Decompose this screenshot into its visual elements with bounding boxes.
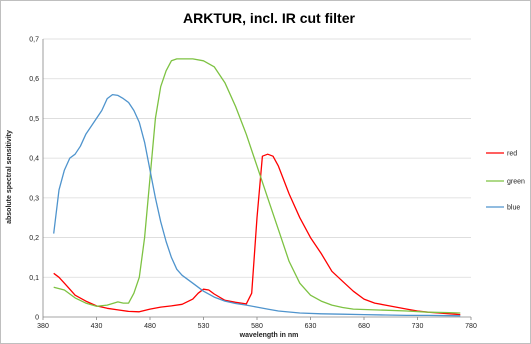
x-tick-label: 430 bbox=[91, 323, 103, 330]
legend-label-green: green bbox=[507, 179, 525, 186]
series-line-red bbox=[53, 153, 461, 316]
x-tick-label: 380 bbox=[37, 323, 49, 330]
y-tick-label: 0,3 bbox=[29, 195, 39, 202]
y-tick-label: 0,5 bbox=[29, 116, 39, 123]
y-tick-label: 0,4 bbox=[29, 156, 39, 163]
series-line-green bbox=[53, 58, 461, 314]
y-axis-title: absolute spectral sensitivity bbox=[6, 130, 13, 224]
x-tick-label: 630 bbox=[305, 323, 317, 330]
y-tick-label: 0,1 bbox=[29, 275, 39, 282]
x-tick-label: 680 bbox=[358, 323, 370, 330]
x-tick-label: 530 bbox=[198, 323, 210, 330]
y-tick-label: 0,2 bbox=[29, 235, 39, 242]
gridlines bbox=[43, 38, 471, 278]
legend: red green blue bbox=[486, 151, 525, 212]
x-tick-label: 580 bbox=[251, 323, 263, 330]
series-line-blue bbox=[53, 93, 461, 317]
axes bbox=[42, 39, 472, 320]
x-tick-label: 780 bbox=[465, 323, 477, 330]
x-axis-title: wavelength in nm bbox=[239, 332, 299, 339]
x-tick-labels: 380 430 480 530 580 630 680 730 780 bbox=[37, 323, 477, 330]
chart-title: ARKTUR, incl. IR cut filter bbox=[183, 10, 355, 26]
legend-label-blue: blue bbox=[507, 205, 520, 212]
data-series bbox=[53, 58, 461, 317]
y-tick-labels: 0 0,1 0,2 0,3 0,4 0,5 0,6 0,7 bbox=[29, 37, 39, 322]
x-tick-label: 730 bbox=[412, 323, 424, 330]
y-tick-label: 0,7 bbox=[29, 37, 39, 44]
y-tick-label: 0,6 bbox=[29, 76, 39, 83]
legend-label-red: red bbox=[507, 151, 517, 158]
y-tick-label: 0 bbox=[35, 315, 39, 322]
x-tick-label: 480 bbox=[144, 323, 156, 330]
